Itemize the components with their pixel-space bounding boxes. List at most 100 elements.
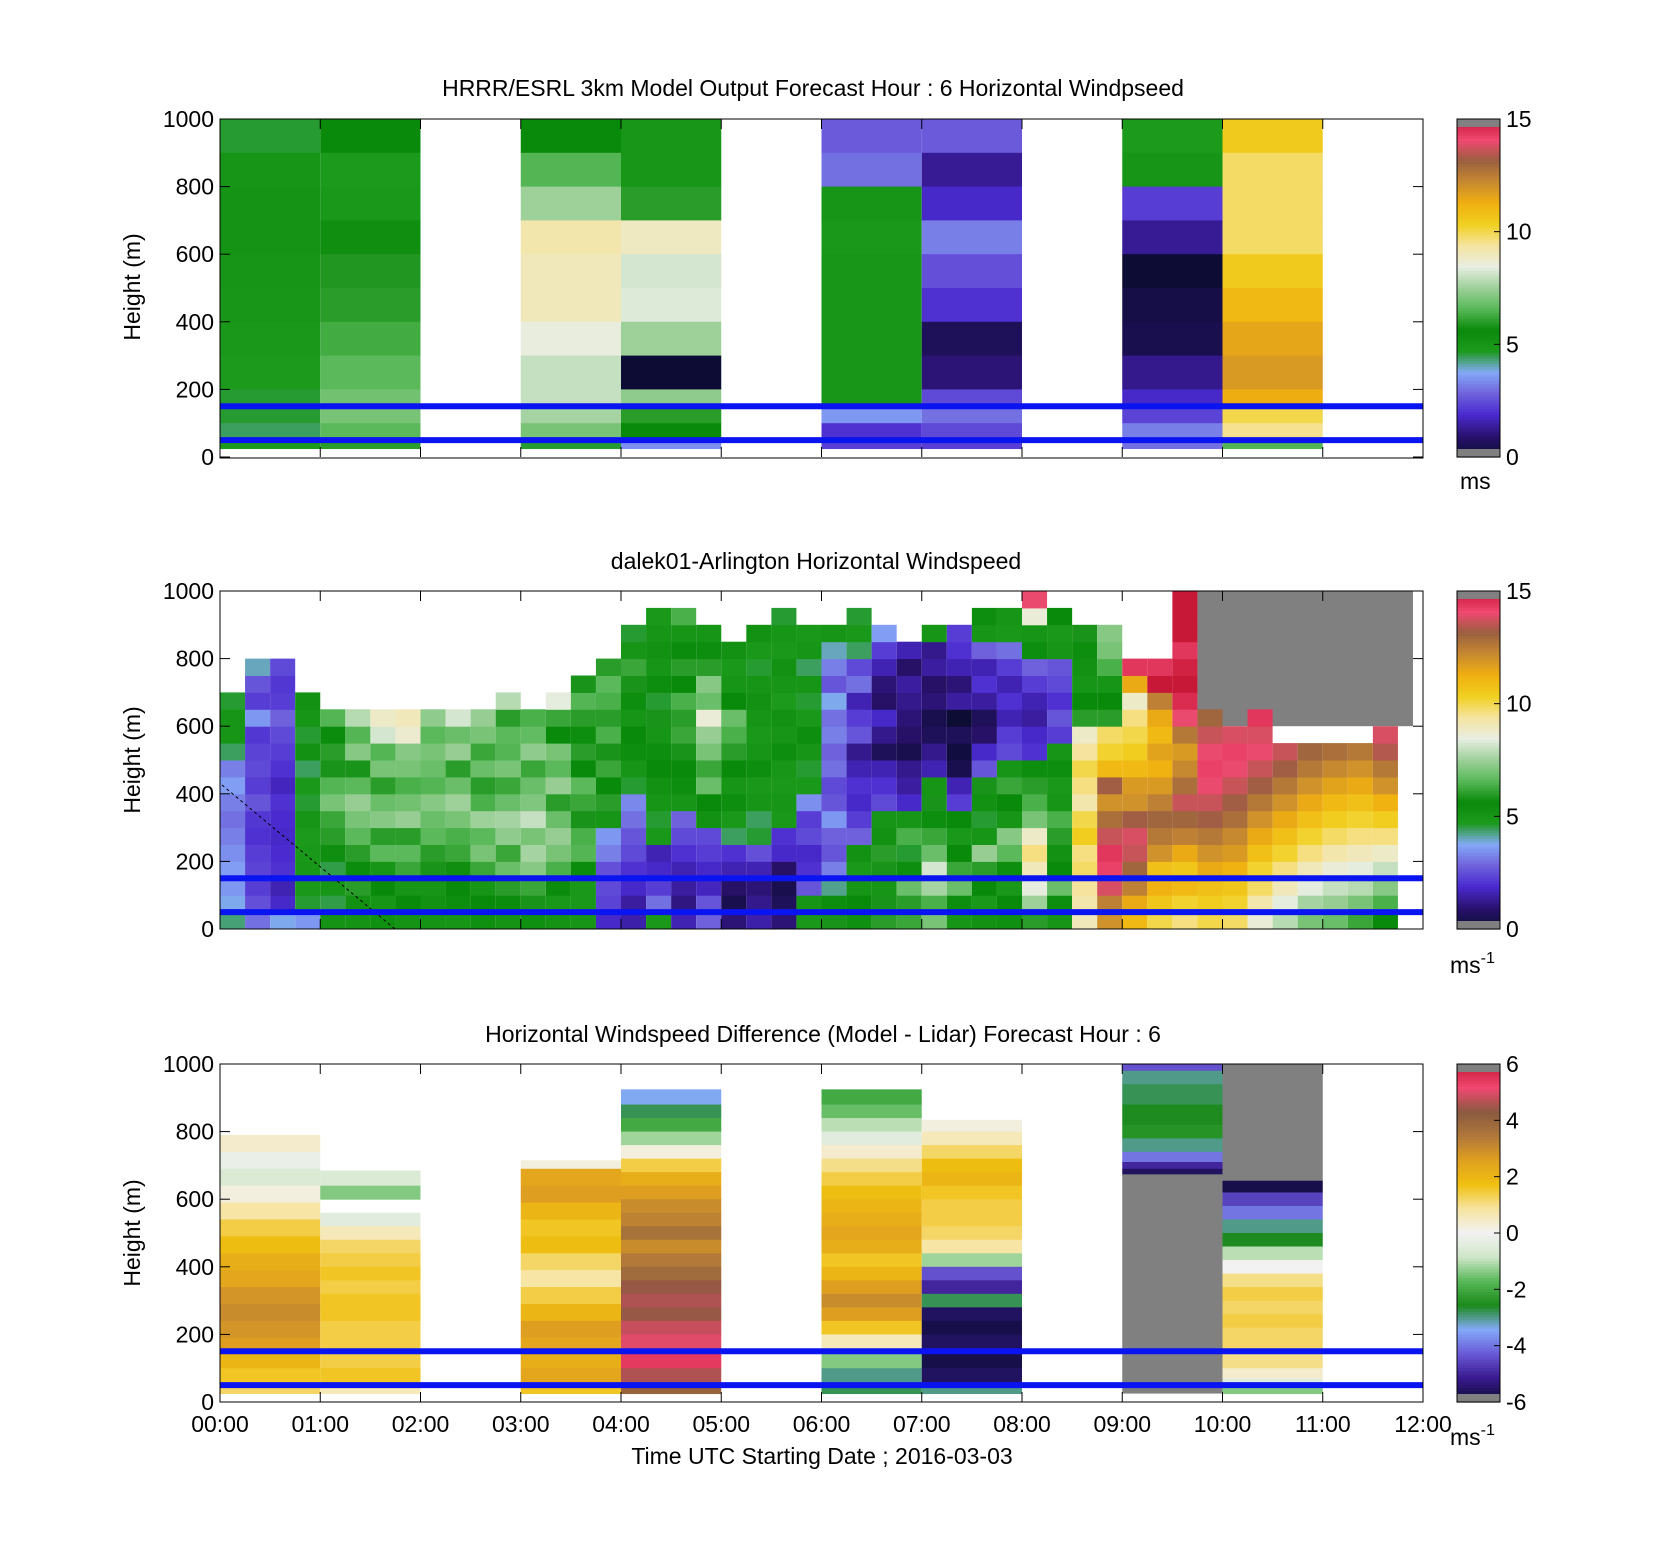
heatmap-cell <box>846 844 872 862</box>
heatmap-cell <box>1272 743 1298 761</box>
colorbar-swatch <box>1457 186 1500 191</box>
colorbar-swatch <box>1457 1263 1500 1268</box>
heatmap-cell <box>220 827 246 845</box>
heatmap-cell <box>846 709 872 727</box>
colorbar-swatch <box>1457 1258 1500 1262</box>
heatmap-cell <box>220 776 246 795</box>
heatmap-cell <box>646 709 672 727</box>
heatmap-cell <box>871 658 897 676</box>
heatmap-cell <box>1272 810 1298 829</box>
heatmap-cell <box>320 1368 421 1386</box>
heatmap-cell <box>595 675 621 693</box>
heatmap-cell <box>320 1212 421 1227</box>
heatmap-cell <box>996 810 1022 829</box>
heatmap-cell <box>1172 810 1198 829</box>
heatmap-cell <box>495 810 521 829</box>
heatmap-cell <box>520 1385 621 1395</box>
heatmap-cell <box>1222 355 1323 390</box>
heatmap-cell <box>1222 1327 1323 1342</box>
heatmap-cell <box>345 827 371 845</box>
heatmap-cell <box>570 675 596 693</box>
heatmap-cell <box>621 1307 722 1322</box>
colorbar-swatch <box>1457 330 1500 334</box>
heatmap-cell <box>1072 861 1098 879</box>
heatmap-cell <box>270 912 296 930</box>
heatmap-cell <box>520 119 621 154</box>
heatmap-cell <box>821 726 847 744</box>
heatmap-cell <box>1047 607 1073 626</box>
heatmap-cell <box>871 692 897 710</box>
colorbar-swatch <box>1457 903 1500 908</box>
heatmap-cell <box>621 692 647 710</box>
colorbar-swatch <box>1457 1359 1500 1364</box>
colorbar-swatch <box>1457 288 1500 292</box>
heatmap-cell <box>1147 658 1173 676</box>
heatmap-cell <box>245 810 271 829</box>
heatmap-cell <box>1097 641 1123 660</box>
heatmap-cell <box>871 895 897 913</box>
heatmap-cell <box>1022 895 1048 913</box>
heatmap-cell <box>621 709 647 727</box>
colorbar-swatch <box>1457 861 1500 865</box>
colorbar-swatch <box>1457 383 1500 388</box>
heatmap-cell <box>1197 912 1223 930</box>
colorbar-swatch <box>1457 881 1500 885</box>
colorbar-swatch <box>1457 352 1500 357</box>
heatmap-cell <box>495 760 521 778</box>
heatmap-cell <box>821 1212 922 1227</box>
heatmap-cell <box>696 709 722 727</box>
colorbar-swatch <box>1457 307 1500 312</box>
colorbar-swatch <box>1457 426 1500 430</box>
heatmap-cell <box>270 776 296 795</box>
heatmap-cell <box>946 692 972 710</box>
colorbar-swatch <box>1457 1331 1500 1335</box>
heatmap-cell <box>921 406 1022 424</box>
heatmap-cell <box>746 827 772 845</box>
heatmap-cell <box>395 861 421 879</box>
heatmap-cell <box>1097 827 1123 845</box>
heatmap-cell <box>1297 776 1323 795</box>
heatmap-cell <box>1122 793 1148 812</box>
colorbar-swatch <box>1457 1280 1500 1285</box>
heatmap-cell <box>846 810 872 829</box>
colorbar-swatch <box>1457 209 1500 213</box>
colorbar-swatch <box>1457 805 1500 809</box>
colorbar-swatch <box>1457 898 1500 902</box>
heatmap-cell <box>996 726 1022 744</box>
heatmap-cell <box>1122 321 1223 357</box>
heatmap-cell <box>921 119 1022 154</box>
colorbar-swatch <box>1457 1266 1500 1271</box>
colorbar-swatch <box>1457 672 1500 677</box>
colorbar-swatch <box>1457 223 1500 227</box>
heatmap-cell <box>846 895 872 913</box>
colorbar-swatch <box>1457 847 1500 851</box>
heatmap-cell <box>1122 288 1223 323</box>
heatmap-cell <box>220 1168 321 1187</box>
y-tick-label: 0 <box>201 916 214 942</box>
heatmap-cell <box>1022 675 1048 693</box>
heatmap-cell <box>896 895 922 913</box>
heatmap-cell <box>1222 1192 1323 1207</box>
heatmap-cell <box>721 760 747 778</box>
heatmap-cell <box>621 1385 722 1395</box>
heatmap-cell <box>1197 810 1223 829</box>
colorbar-swatch <box>1457 175 1500 179</box>
colorbar-swatch <box>1457 878 1500 882</box>
colorbar-swatch <box>1457 1249 1500 1254</box>
colorbar-swatch <box>1457 1109 1500 1113</box>
colorbar-swatch <box>1457 411 1500 416</box>
heatmap-cell <box>921 440 1022 450</box>
colorbar-swatch <box>1457 290 1500 295</box>
heatmap-cell <box>595 658 621 676</box>
heatmap-cell <box>946 861 972 879</box>
heatmap-cell <box>245 844 271 862</box>
heatmap-cell <box>796 760 822 778</box>
colorbar-tick-label: -4 <box>1506 1333 1527 1359</box>
colorbar-swatch <box>1457 1125 1500 1130</box>
heatmap-cell <box>1072 743 1098 761</box>
x-tick-label: 11:00 <box>1295 1411 1351 1437</box>
heatmap-cell <box>445 709 471 727</box>
heatmap-cell <box>520 793 546 812</box>
heatmap-cell <box>1372 861 1398 879</box>
colorbar-swatch <box>1457 821 1500 826</box>
